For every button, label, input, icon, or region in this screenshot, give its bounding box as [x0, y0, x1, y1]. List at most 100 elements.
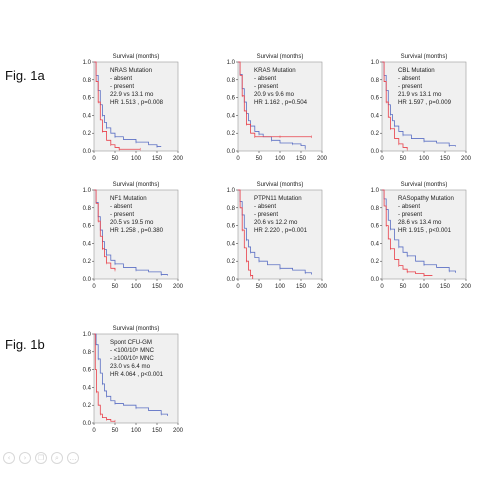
legend-line: PTPN11 Mutation: [254, 195, 302, 202]
y-tick-label: 0.6: [371, 96, 380, 102]
copy-icon[interactable]: ❐: [35, 452, 47, 464]
y-tick-label: 0.4: [83, 113, 92, 119]
chart-title: Survival (months): [257, 54, 304, 60]
km-chart-cbl: Survival (months) 0.0 0.2 0.4 0.6 0.8 1.0 0 50 10…: [362, 50, 472, 165]
chart-title: Survival (months): [113, 326, 160, 332]
x-tick-label: 50: [400, 284, 407, 290]
x-tick-label: 0: [92, 156, 96, 162]
y-tick-label: 0.2: [371, 131, 380, 137]
km-curve-present: [238, 189, 254, 279]
km-chart-ptpn11: Survival (months) 0.0 0.2 0.4 0.6 0.8 1.0 0 50 10…: [218, 178, 328, 293]
legend-line: 20.5 vs 19.5 mo: [110, 219, 154, 226]
y-tick-label: 0.0: [83, 277, 92, 283]
y-tick-label: 0.0: [83, 149, 92, 155]
legend-line: 22.9 vs 13.1 mo: [110, 91, 154, 98]
legend-line: 21.9 vs 13.1 mo: [398, 91, 442, 98]
legend-line: - present: [110, 211, 134, 218]
km-chart-nf1: Survival (months) 0.0 0.2 0.4 0.6 0.8 1.0 0 50 10…: [74, 178, 184, 293]
legend-line: Spont CFU-GM: [110, 339, 152, 346]
km-curve-absent: [238, 189, 312, 275]
x-tick-label: 0: [236, 156, 240, 162]
legend-line: NRAS Mutation: [110, 67, 152, 74]
y-tick-label: 0.2: [83, 259, 92, 265]
x-tick-label: 100: [131, 284, 142, 290]
legend-line: 28.6 vs 13.4 mo: [398, 219, 442, 226]
y-tick-label: 0.8: [83, 350, 92, 356]
y-tick-label: 0.2: [371, 259, 380, 265]
y-tick-label: 0.4: [227, 241, 236, 247]
y-tick-label: 0.8: [83, 78, 92, 84]
y-tick-label: 1.0: [83, 188, 92, 194]
x-tick-label: 0: [380, 156, 384, 162]
x-tick-label: 0: [380, 284, 384, 290]
y-tick-label: 0.8: [227, 206, 236, 212]
y-tick-label: 1.0: [83, 332, 92, 338]
legend-line: - absent: [110, 75, 132, 82]
back-icon[interactable]: ‹: [3, 452, 15, 464]
x-tick-label: 200: [173, 156, 184, 162]
legend-line: - absent: [254, 203, 276, 210]
x-tick-label: 150: [296, 156, 307, 162]
plot-area: [93, 61, 179, 152]
y-tick-label: 0.6: [371, 224, 380, 230]
forward-icon[interactable]: ›: [19, 452, 31, 464]
chart-title: Survival (months): [401, 54, 448, 60]
y-tick-label: 1.0: [227, 188, 236, 194]
legend-line: - present: [254, 83, 278, 90]
y-tick-label: 0.0: [227, 277, 236, 283]
x-tick-label: 0: [236, 284, 240, 290]
plot-area: [381, 61, 467, 152]
x-tick-label: 100: [131, 156, 142, 162]
legend-line: RASopathy Mutation: [398, 195, 454, 202]
figure-label-1a: Fig. 1a: [5, 68, 45, 83]
legend-line: 23.0 vs 6.4 mo: [110, 363, 151, 370]
y-tick-label: 1.0: [83, 60, 92, 66]
x-tick-label: 50: [400, 156, 407, 162]
more-icon[interactable]: …: [67, 452, 79, 464]
km-chart-nras: Survival (months) 0.0 0.2 0.4 0.6 0.8 1.0 0 50 10…: [74, 50, 184, 165]
x-tick-label: 150: [440, 284, 451, 290]
y-tick-label: 0.6: [227, 224, 236, 230]
y-tick-label: 0.6: [83, 368, 92, 374]
legend-line: - present: [110, 83, 134, 90]
legend-line: 20.9 vs 9.6 mo: [254, 91, 295, 98]
km-curve-present: [94, 61, 141, 150]
y-tick-label: 0.4: [371, 113, 380, 119]
x-tick-label: 200: [317, 284, 328, 290]
legend-line: - absent: [254, 75, 276, 82]
x-tick-label: 150: [440, 156, 451, 162]
x-tick-label: 0: [92, 284, 96, 290]
x-tick-label: 150: [152, 156, 163, 162]
legend-line: HR 2.220 , p=0.001: [254, 227, 308, 234]
x-tick-label: 150: [152, 428, 163, 434]
y-tick-label: 0.2: [83, 131, 92, 137]
x-tick-label: 150: [152, 284, 163, 290]
x-tick-label: 150: [296, 284, 307, 290]
km-curve-present: [94, 333, 115, 422]
y-tick-label: 0.4: [227, 113, 236, 119]
km-curve-absent: [382, 61, 456, 147]
x-tick-label: 50: [112, 428, 119, 434]
figure-label-1b: Fig. 1b: [5, 337, 45, 352]
legend-line: - absent: [110, 203, 132, 210]
x-tick-label: 50: [256, 156, 263, 162]
legend-line: HR 1.162 , p=0.504: [254, 99, 308, 106]
km-chart-rasopathy: Survival (months) 0.0 0.2 0.4 0.6 0.8 1.0 0 50 10…: [362, 178, 472, 293]
legend-line: NF1 Mutation: [110, 195, 147, 202]
y-tick-label: 0.8: [371, 78, 380, 84]
y-tick-label: 1.0: [371, 60, 380, 66]
y-tick-label: 0.6: [83, 96, 92, 102]
chart-title: Survival (months): [257, 182, 304, 188]
x-tick-label: 50: [256, 284, 263, 290]
y-tick-label: 0.2: [83, 403, 92, 409]
y-tick-label: 0.8: [227, 78, 236, 84]
legend-line: HR 1.513 , p=0.008: [110, 99, 164, 106]
x-tick-label: 0: [92, 428, 96, 434]
km-curve-absent: [382, 189, 456, 273]
x-tick-label: 100: [131, 428, 142, 434]
y-tick-label: 0.0: [371, 277, 380, 283]
y-tick-label: 0.2: [227, 259, 236, 265]
y-tick-label: 0.4: [83, 241, 92, 247]
plot-area: [237, 189, 323, 280]
search-icon[interactable]: ⌕: [51, 452, 63, 464]
